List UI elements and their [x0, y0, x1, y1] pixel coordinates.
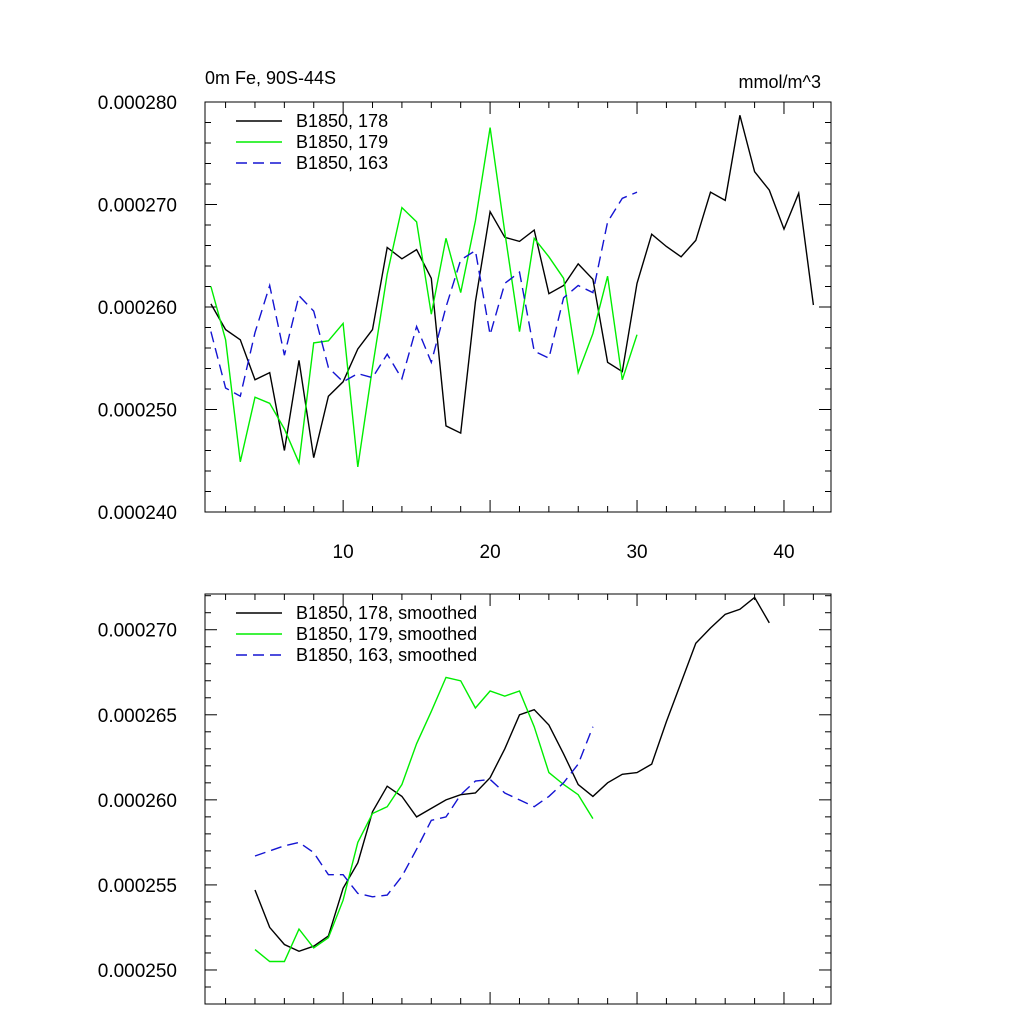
legend-label-1: B1850, 178, smoothed	[296, 603, 477, 623]
series-line-3	[210, 191, 638, 398]
x-tick-label: 30	[626, 542, 647, 563]
legend-label-2: B1850, 179, smoothed	[296, 624, 477, 644]
y-tick-label: 0.000260	[98, 791, 177, 812]
y-tick-label: 0.000240	[98, 503, 177, 524]
y-tick-label: 0.000270	[98, 621, 177, 642]
y-tick-label: 0.000250	[98, 401, 177, 422]
chart-panel-2: 0.000250 0.000255 0.000260 0.000265 0.000270…	[98, 593, 832, 1005]
chart-panel-1: 10 20 30 40 0.000240 0.000250 0.000260 0.000270…	[98, 68, 832, 563]
series-line-3	[254, 726, 594, 898]
chart-title: 0m Fe, 90S-44S	[205, 68, 336, 88]
x-tick-label: 10	[333, 542, 354, 563]
plot-frame	[204, 593, 832, 1005]
x-tick-label: 40	[773, 542, 794, 563]
y-tick-label: 0.000255	[98, 876, 177, 897]
y-tick-label: 0.000260	[98, 298, 177, 319]
series-line-1	[210, 115, 815, 458]
series-line-2	[210, 127, 638, 468]
legend-label-3: B1850, 163, smoothed	[296, 645, 477, 665]
x-tick-label: 20	[480, 542, 501, 563]
units-label: mmol/m^3	[739, 72, 821, 92]
y-tick-label: 0.000270	[98, 196, 177, 217]
series-line-2	[254, 676, 594, 963]
y-tick-label: 0.000250	[98, 961, 177, 982]
legend-label-3: B1850, 163	[296, 153, 388, 173]
legend-label-2: B1850, 179	[296, 132, 388, 152]
y-tick-label: 0.000265	[98, 706, 177, 727]
series-line-1	[254, 596, 770, 953]
y-tick-label: 0.000280	[98, 93, 177, 114]
legend-label-1: B1850, 178	[296, 111, 388, 131]
